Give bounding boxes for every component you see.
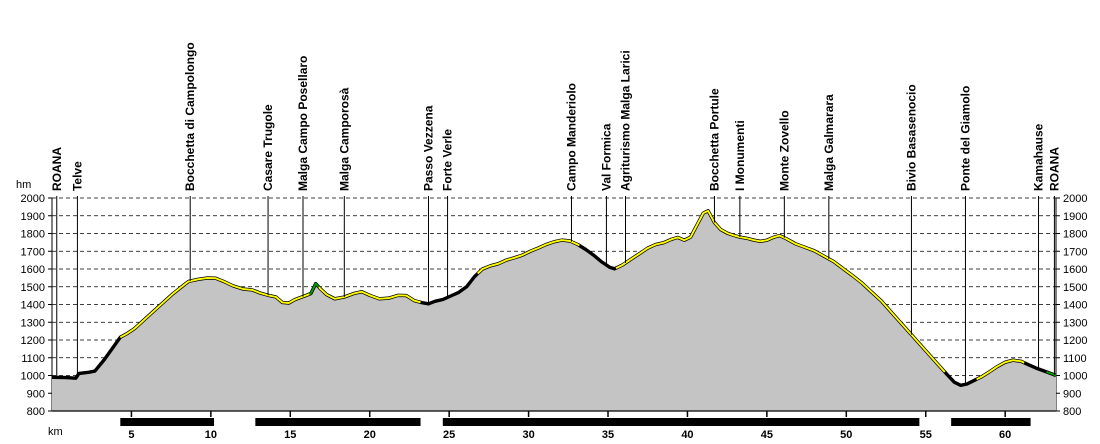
y-tick-label: 1800 <box>21 229 45 241</box>
x-tick-label: 15 <box>284 429 296 441</box>
y-tick-label: 1000 <box>1063 371 1087 383</box>
x-tick-label: 40 <box>681 429 693 441</box>
elevation-line-segment <box>318 286 421 304</box>
x-tick-label: 55 <box>920 429 932 441</box>
elevation-line-segment <box>615 209 946 373</box>
y-tick-label: 1000 <box>21 371 45 383</box>
y-tick-label: 1500 <box>1063 282 1087 294</box>
y-tick-label: 1400 <box>1063 300 1087 312</box>
waypoint-label: Campo Manderiolo <box>564 83 578 191</box>
waypoint-label: Agriturismo Malga Larici <box>618 50 632 191</box>
elevation-line-segment <box>119 276 310 339</box>
waypoint-label: I Monumenti <box>733 120 747 191</box>
waypoint-label: Casare Trugole <box>261 104 275 191</box>
waypoint-label: Telve <box>70 161 84 191</box>
surface-bar <box>442 418 920 426</box>
elevation-line-segment <box>976 359 1025 381</box>
y-tick-label: 1100 <box>1063 353 1087 365</box>
waypoint-label: Kamahause <box>1032 123 1046 191</box>
y-tick-label: 1300 <box>1063 317 1087 329</box>
y-tick-label: 2000 <box>21 193 45 205</box>
x-tick-label: 30 <box>522 429 534 441</box>
y-tick-label: 1800 <box>1063 229 1087 241</box>
y-tick-label: 1600 <box>1063 264 1087 276</box>
waypoint-label: Passo Vezzena <box>422 105 436 191</box>
waypoint-label: Malga Galmarara <box>822 94 836 191</box>
x-tick-label: 50 <box>840 429 852 441</box>
y-tick-label: 1700 <box>21 246 45 258</box>
x-tick-label: 5 <box>128 429 134 441</box>
elevation-line-segment <box>309 282 320 295</box>
x-tick-label: 20 <box>364 429 376 441</box>
waypoint-label: Forte Verle <box>441 129 455 191</box>
waypoint-label: Malga Campo Posellaro <box>296 56 310 191</box>
y-tick-label: 900 <box>27 388 45 400</box>
waypoint-label: Bocchetta Portule <box>707 88 721 191</box>
elevation-line-segment <box>477 239 580 275</box>
elevation-area <box>52 210 1056 411</box>
y-tick-label: 1400 <box>21 300 45 312</box>
y-tick-label: 1200 <box>1063 335 1087 347</box>
y-tick-label: 2000 <box>1063 193 1087 205</box>
y-tick-label: 1900 <box>21 211 45 223</box>
x-tick-label: 60 <box>999 429 1011 441</box>
y-axis-unit-label: hm <box>16 179 32 191</box>
surface-bar <box>951 418 1031 426</box>
y-tick-label: 1300 <box>21 317 45 329</box>
waypoint-label: Malga Camporosà <box>337 87 351 191</box>
y-tick-label: 800 <box>1063 406 1081 418</box>
waypoint-label: ROANA <box>1047 147 1061 191</box>
waypoint-label: ROANA <box>50 147 64 191</box>
y-tick-label: 1700 <box>1063 246 1087 258</box>
waypoint-label: Monte Zovello <box>777 110 791 191</box>
waypoint-label: Val Formica <box>599 123 613 191</box>
x-tick-label: 45 <box>761 429 773 441</box>
waypoint-label: Ponte del Giamolo <box>958 86 972 191</box>
y-tick-label: 900 <box>1063 388 1081 400</box>
waypoint-label: Bivio Basasenocio <box>904 84 918 191</box>
x-tick-label: 25 <box>443 429 455 441</box>
y-tick-label: 1500 <box>21 282 45 294</box>
waypoint-label: Bocchetta di Campolongo <box>183 42 197 191</box>
y-tick-label: 1200 <box>21 335 45 347</box>
y-tick-label: 1100 <box>21 353 45 365</box>
x-tick-label: 35 <box>602 429 614 441</box>
y-tick-label: 1600 <box>21 264 45 276</box>
y-tick-label: 800 <box>27 406 45 418</box>
surface-bar <box>255 418 421 426</box>
x-tick-label: 10 <box>205 429 217 441</box>
x-axis-unit-label: km <box>48 426 63 438</box>
y-tick-label: 1900 <box>1063 211 1087 223</box>
surface-bar <box>120 418 215 426</box>
